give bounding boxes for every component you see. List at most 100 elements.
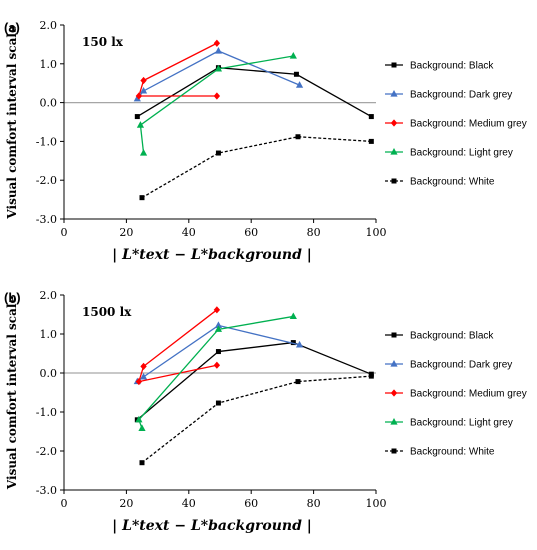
legend-marker (390, 148, 398, 155)
series-line (138, 42, 218, 97)
x-tick-label: 60 (244, 226, 258, 239)
y-axis-label: Visual comfort interval scale (5, 296, 19, 491)
x-tick-label: 80 (307, 226, 321, 239)
x-axis-label: | L*text − L*background | (112, 247, 312, 263)
series-line (138, 315, 294, 429)
y-tick-label: -3.0 (36, 484, 57, 497)
data-point (295, 134, 301, 140)
data-point (289, 52, 297, 59)
data-point (139, 86, 148, 94)
legend-marker (390, 119, 398, 127)
legend-entry: Background: Light grey (385, 418, 513, 429)
data-point (134, 114, 140, 120)
y-tick-label: -1.0 (36, 406, 57, 419)
x-tick-label: 100 (366, 226, 387, 239)
x-tick-label: 20 (119, 497, 133, 510)
legend-label: Background: Light grey (410, 148, 513, 159)
legend-label: Background: White (410, 177, 495, 188)
legend-entry: Background: Dark grey (385, 360, 512, 371)
x-tick-label: 20 (119, 226, 133, 239)
legend-marker (390, 90, 398, 97)
data-point (368, 114, 374, 120)
data-point (295, 340, 304, 348)
data-point (135, 415, 143, 423)
series-line (136, 67, 372, 118)
data-point (133, 94, 141, 102)
panel-a: -3.0 -2.0 -1.0 0.0 1.0 2.0 0 20 40 60 80 100 (a) 150 … (4, 19, 527, 263)
legend-label: Background: Dark grey (410, 360, 512, 371)
x-tick-label: 40 (182, 226, 196, 239)
data-point (214, 64, 223, 72)
x-tick-label: 60 (244, 497, 258, 510)
y-tick-label: 0.0 (40, 367, 58, 380)
legend-label: Background: Dark grey (410, 90, 512, 101)
chart-title: 150 lx (82, 35, 124, 49)
series-line (141, 375, 372, 464)
y-tick-label: 1.0 (40, 58, 58, 71)
data-point (214, 325, 223, 332)
legend-marker (390, 360, 398, 367)
data-point (213, 306, 221, 314)
legend-entry: Background: Medium grey (385, 119, 527, 130)
legend-entry: Background: White (385, 447, 495, 458)
series-0 (134, 65, 374, 120)
y-axis-label: Visual comfort interval scale (5, 25, 19, 220)
data-point (139, 149, 148, 156)
legend-marker (391, 332, 397, 338)
legend-entry: Background: White (385, 177, 495, 188)
data-point (140, 362, 147, 370)
data-point (139, 372, 148, 380)
data-point (135, 92, 143, 100)
y-tick-label: -2.0 (36, 445, 57, 458)
legend-marker (391, 62, 397, 68)
data-point (295, 379, 301, 385)
legend-marker (390, 389, 398, 397)
data-point (135, 377, 143, 386)
legend-marker (390, 418, 398, 425)
data-point (289, 312, 297, 320)
panel-b: -3.0 -2.0 -1.0 0.0 1.0 2.0 0 20 40 60 80 100 (b) 1500… (4, 289, 527, 534)
data-point (368, 138, 374, 144)
legend-entry: Background: Black (385, 61, 494, 72)
legend-label: Background: Light grey (410, 418, 513, 429)
x-axis-label: | L*text − L*background | (112, 518, 312, 534)
legend-label: Background: Medium grey (410, 389, 527, 400)
series-4 (139, 134, 374, 201)
series-4 (139, 373, 374, 466)
series-1 (133, 46, 304, 102)
data-point (139, 195, 145, 201)
y-tick-label: 0.0 (40, 97, 58, 110)
series-0 (134, 340, 374, 423)
series-line (136, 341, 372, 421)
panel-label: (a) (4, 20, 20, 35)
y-tick-label: 2.0 (40, 19, 58, 32)
data-point (213, 361, 221, 369)
y-tick-label: -3.0 (36, 213, 57, 226)
legend-label: Background: White (410, 447, 495, 458)
series-line (139, 55, 294, 154)
data-point (214, 321, 223, 329)
data-point (368, 373, 374, 379)
legend-label: Background: Black (410, 331, 494, 342)
data-point (293, 71, 299, 77)
legend-label: Background: Black (410, 61, 494, 72)
legend-marker (391, 448, 397, 454)
series-2 (135, 306, 221, 386)
chart-title: 1500 lx (82, 305, 132, 319)
data-point (140, 76, 147, 85)
data-point (139, 460, 145, 466)
series-2 (135, 39, 221, 100)
series-3 (135, 312, 297, 431)
legend-entry: Background: Medium grey (385, 389, 527, 400)
data-point (213, 92, 221, 100)
legend-entry: Background: Black (385, 331, 494, 342)
y-tick-label: 2.0 (40, 289, 58, 302)
y-tick-label: -2.0 (36, 174, 57, 187)
series-3 (136, 52, 297, 156)
x-tick-label: 0 (61, 226, 68, 239)
series-line (137, 309, 218, 383)
data-point (213, 39, 221, 47)
x-tick-label: 0 (61, 497, 68, 510)
panel-label: (b) (4, 290, 21, 305)
